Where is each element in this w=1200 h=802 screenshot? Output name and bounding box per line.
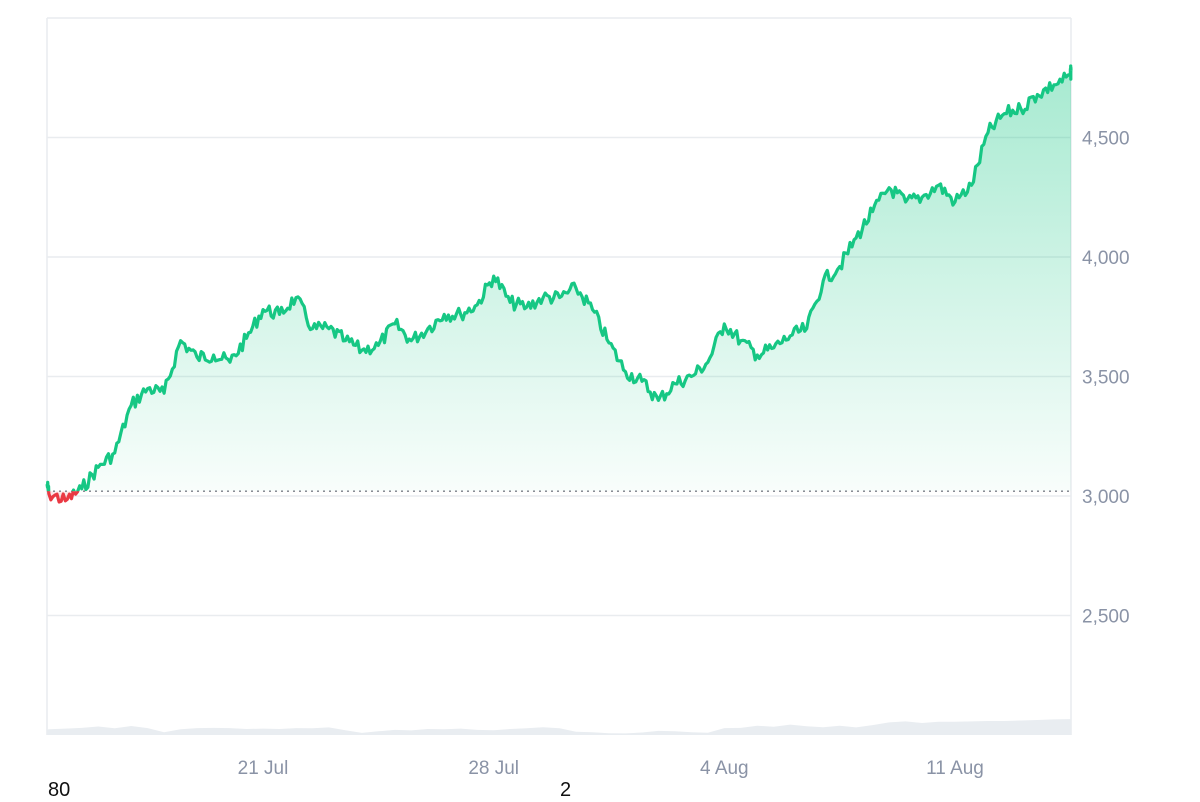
volume-area	[47, 718, 1071, 735]
x-axis: 21 Jul 28 Jul 4 Aug 11 Aug	[238, 758, 984, 779]
corner-label-mid: 2	[560, 779, 572, 801]
y-tick-label: 4,500	[1082, 129, 1130, 150]
y-tick-label: 3,500	[1082, 368, 1130, 389]
x-tick-label: 4 Aug	[700, 758, 749, 779]
x-tick-label: 21 Jul	[238, 758, 289, 779]
x-tick-label: 28 Jul	[468, 758, 519, 779]
x-tick-label: 11 Aug	[926, 758, 984, 779]
y-tick-label: 4,000	[1082, 248, 1130, 269]
area-layer	[47, 66, 1071, 502]
price-line-up	[45, 64, 1073, 492]
line-layer	[45, 64, 1073, 504]
y-axis: 2,500 3,000 3,500 4,000 4,500	[1082, 129, 1130, 628]
y-tick-label: 3,000	[1082, 487, 1130, 508]
y-tick-label: 2,500	[1082, 607, 1130, 628]
price-area-up	[47, 66, 1071, 492]
corner-label-left: 80	[48, 779, 71, 801]
volume-layer	[47, 718, 1071, 735]
